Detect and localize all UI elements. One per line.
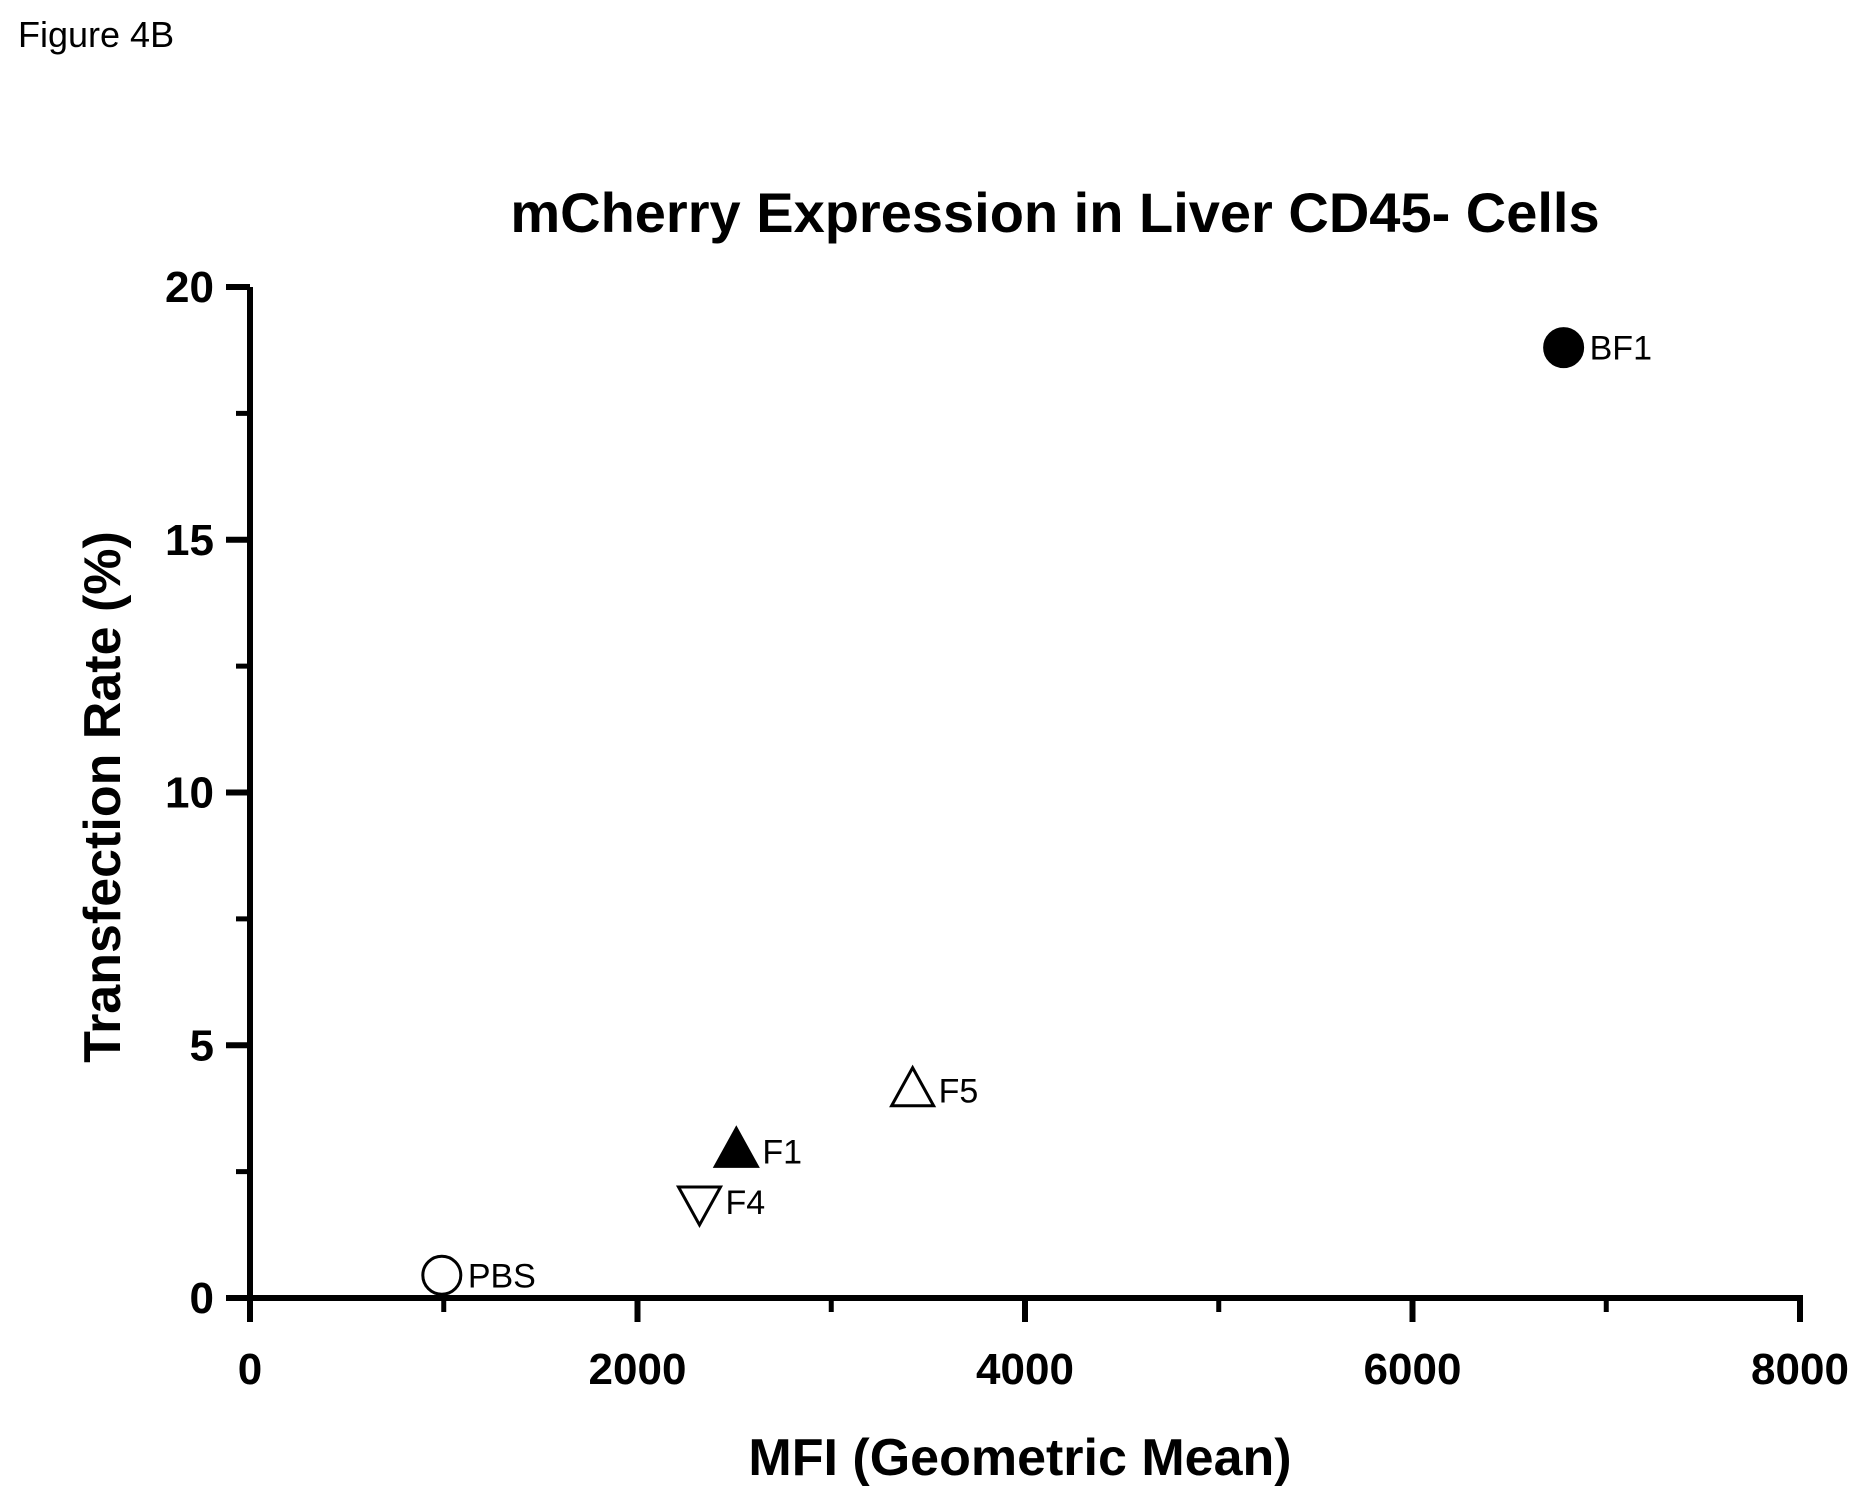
point-f1-marker (712, 1125, 760, 1168)
x-axis-label: MFI (Geometric Mean) (748, 1429, 1291, 1487)
point-f4-marker (675, 1185, 724, 1229)
point-pbs-label: PBS (468, 1257, 536, 1295)
point-f5-label: F5 (939, 1073, 979, 1111)
y-axis-label: Transfection Rate (%) (74, 531, 132, 1063)
point-f5-marker (889, 1064, 937, 1108)
point-f4-label: F4 (726, 1184, 766, 1222)
figure-caption: Figure 4B (18, 14, 175, 55)
y-tick-label: 10 (165, 769, 214, 818)
x-tick-label: 2000 (589, 1345, 687, 1394)
point-f1-label: F1 (762, 1133, 802, 1171)
y-tick-label: 5 (190, 1021, 214, 1070)
data-points: BF1 F5 F1 F4 PBS (421, 327, 1652, 1296)
x-tick-label: 4000 (976, 1345, 1074, 1394)
x-axis-ticks: 0 2000 4000 6000 8000 (238, 1298, 1849, 1394)
chart-title: mCherry Expression in Liver CD45- Cells (510, 181, 1599, 244)
point-pbs-marker (421, 1254, 463, 1296)
y-tick-label: 0 (190, 1274, 214, 1323)
axes (247, 287, 1803, 1301)
x-tick-label: 6000 (1364, 1345, 1462, 1394)
y-axis-ticks: 0 5 10 15 20 (165, 263, 250, 1323)
point-bf1-marker (1543, 327, 1585, 369)
y-tick-label: 15 (165, 516, 214, 565)
x-tick-label: 0 (238, 1345, 262, 1394)
point-bf1-label: BF1 (1590, 330, 1652, 368)
y-tick-label: 20 (165, 263, 214, 312)
x-tick-label: 8000 (1751, 1345, 1849, 1394)
